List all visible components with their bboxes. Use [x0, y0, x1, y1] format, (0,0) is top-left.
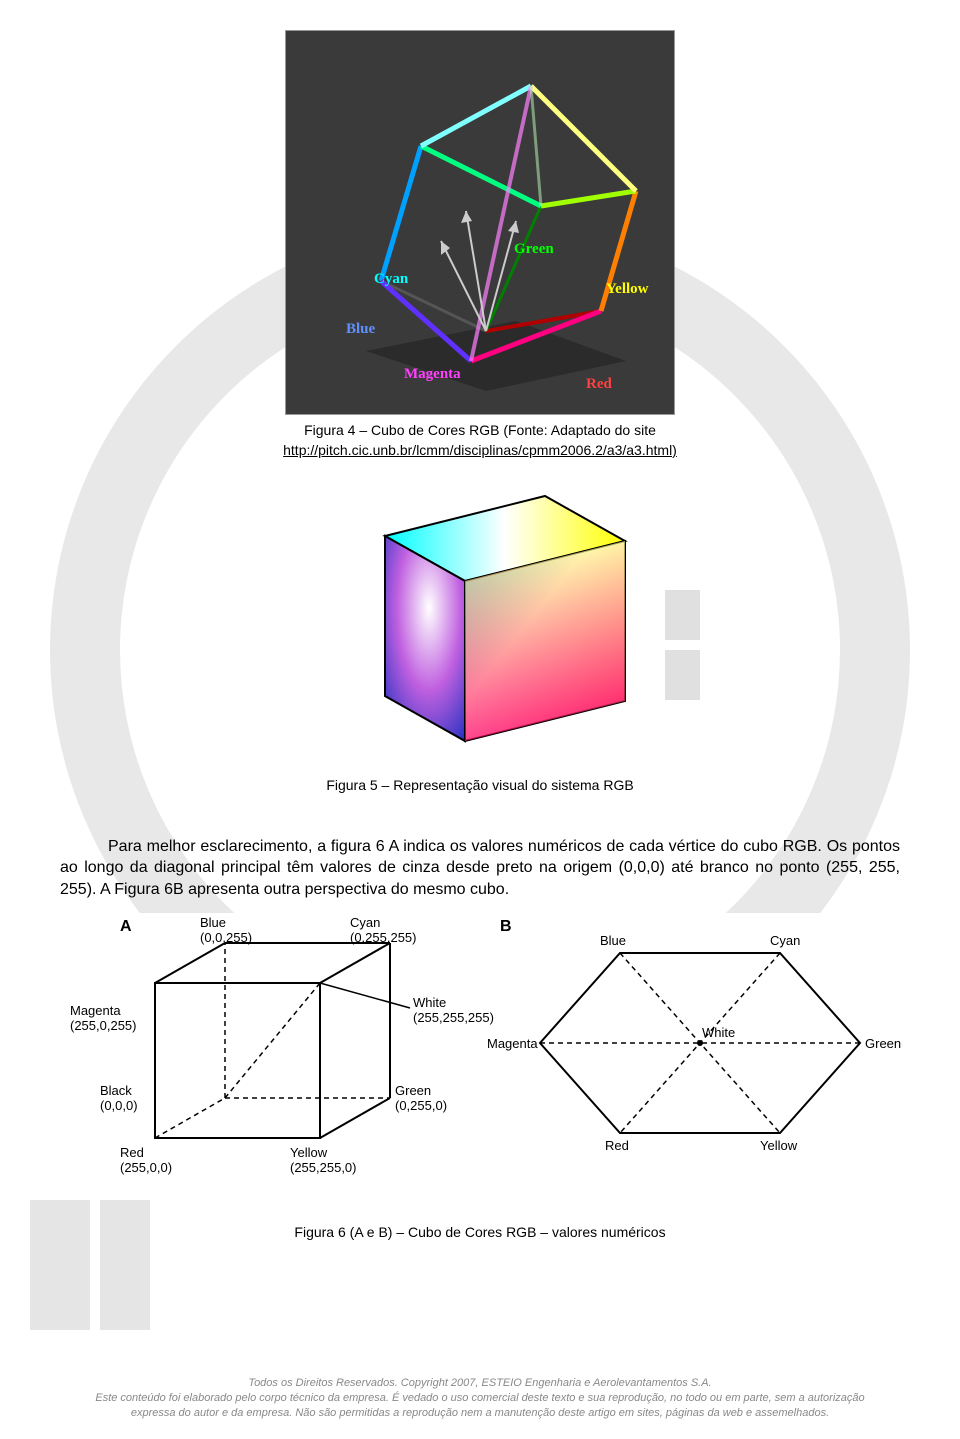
- footer-line2: Este conteúdo foi elaborado pelo corpo t…: [30, 1391, 930, 1406]
- page-footer: Todos os Direitos Reservados. Copyright …: [0, 1376, 960, 1421]
- fig6b-cyan: Cyan: [770, 933, 800, 948]
- footer-line3: expressa do autor e da empresa. Não são …: [30, 1406, 930, 1421]
- fig4-label-green: Green: [514, 241, 554, 258]
- figure4-caption: Figura 4 – Cubo de Cores RGB (Fonte: Ada…: [283, 421, 677, 460]
- figure5-cube-image: [295, 466, 665, 766]
- fig6a-red: Red(255,0,0): [120, 1145, 172, 1175]
- fig6b-magenta: Magenta: [487, 1036, 538, 1051]
- fig6b-green: Green: [865, 1036, 901, 1051]
- fig4-label-yellow: Yellow: [606, 281, 649, 298]
- figure4-cube-image: Cyan Green Yellow Blue Magenta Red: [285, 30, 675, 415]
- fig6b-blue: Blue: [600, 933, 626, 948]
- fig4-label-blue: Blue: [346, 321, 375, 338]
- figure4-caption-link[interactable]: http://pitch.cic.unb.br/lcmm/disciplinas…: [283, 442, 677, 458]
- fig6b-red: Red: [605, 1138, 629, 1153]
- fig4-label-red: Red: [586, 376, 612, 393]
- figure4-caption-text: Figura 4 – Cubo de Cores RGB (Fonte: Ada…: [304, 422, 656, 438]
- figure6-diagram: A Blue(0,0,255) Cyan(0,255,255) Magenta(…: [60, 913, 900, 1193]
- fig6a-green: Green(0,255,0): [395, 1083, 447, 1113]
- figure5-caption: Figura 5 – Representação visual do siste…: [326, 776, 633, 796]
- fig6a-blue: Blue(0,0,255): [200, 915, 252, 945]
- fig6a-magenta: Magenta(255,0,255): [70, 1003, 137, 1033]
- fig4-label-magenta: Magenta: [404, 366, 461, 383]
- fig6a-black: Black(0,0,0): [100, 1083, 138, 1113]
- fig6-tag-b: B: [500, 918, 512, 936]
- fig6a-white: White(255,255,255): [413, 995, 494, 1025]
- fig6a-yellow: Yellow(255,255,0): [290, 1145, 357, 1175]
- fig6b-yellow: Yellow: [760, 1138, 797, 1153]
- fig6b-white: White: [702, 1025, 735, 1040]
- fig6a-cyan: Cyan(0,255,255): [350, 915, 417, 945]
- fig6-tag-a: A: [120, 918, 132, 936]
- footer-line1: Todos os Direitos Reservados. Copyright …: [30, 1376, 930, 1391]
- figure6-caption: Figura 6 (A e B) – Cubo de Cores RGB – v…: [294, 1223, 665, 1243]
- body-paragraph: Para melhor esclarecimento, a figura 6 A…: [60, 836, 900, 901]
- fig4-label-cyan: Cyan: [374, 271, 408, 288]
